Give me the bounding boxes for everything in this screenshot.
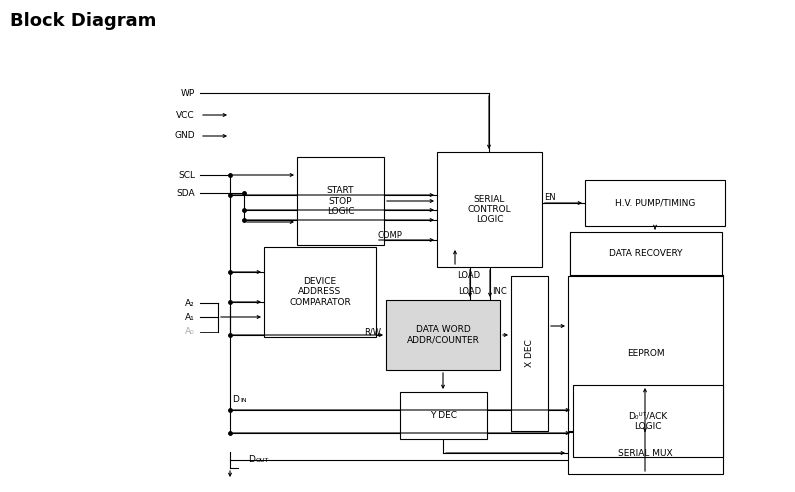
Bar	[437, 152, 542, 267]
Text: DATA WORD
ADDR/COUNTER: DATA WORD ADDR/COUNTER	[406, 325, 479, 345]
Bar	[568, 432, 723, 474]
Text: LOAD: LOAD	[457, 271, 480, 279]
Text: SCL: SCL	[178, 171, 195, 180]
Bar	[568, 276, 723, 431]
Text: WP: WP	[180, 89, 195, 97]
Bar	[573, 385, 723, 457]
Text: START
STOP
LOGIC: START STOP LOGIC	[327, 186, 355, 216]
Text: H.V. PUMP/TIMING: H.V. PUMP/TIMING	[615, 198, 695, 208]
Text: A₀: A₀	[185, 328, 195, 337]
Text: D₀ᵁᵀ/ACK
LOGIC: D₀ᵁᵀ/ACK LOGIC	[628, 411, 668, 430]
Text: DEVICE
ADDRESS
COMPARATOR: DEVICE ADDRESS COMPARATOR	[289, 277, 351, 307]
Text: Block Diagram: Block Diagram	[10, 12, 157, 30]
Bar	[585, 180, 725, 226]
Text: LOAD: LOAD	[458, 287, 481, 297]
Text: D: D	[248, 456, 255, 464]
Text: GND: GND	[174, 131, 195, 141]
Text: IN: IN	[240, 398, 246, 402]
Text: R/W: R/W	[364, 328, 381, 337]
Text: INC: INC	[492, 287, 506, 297]
Text: A₂: A₂	[185, 299, 195, 308]
Bar	[400, 392, 487, 439]
Text: Y DEC: Y DEC	[430, 411, 457, 420]
Bar	[386, 300, 500, 370]
Text: D: D	[232, 396, 238, 404]
Bar	[570, 232, 722, 275]
Text: X DEC: X DEC	[525, 339, 534, 368]
Text: COMP: COMP	[378, 230, 403, 240]
Text: A₁: A₁	[185, 312, 195, 321]
Bar	[511, 276, 548, 431]
Text: VCC: VCC	[176, 111, 195, 120]
Text: SDA: SDA	[176, 188, 195, 197]
Text: OUT: OUT	[256, 458, 270, 462]
Bar	[297, 157, 384, 245]
Text: DATA RECOVERY: DATA RECOVERY	[609, 249, 683, 258]
Text: EN: EN	[544, 193, 556, 203]
Bar	[264, 247, 376, 337]
Text: EEPROM: EEPROM	[626, 349, 665, 358]
Text: SERIAL
CONTROL
LOGIC: SERIAL CONTROL LOGIC	[467, 195, 511, 224]
Text: SERIAL MUX: SERIAL MUX	[619, 449, 673, 458]
